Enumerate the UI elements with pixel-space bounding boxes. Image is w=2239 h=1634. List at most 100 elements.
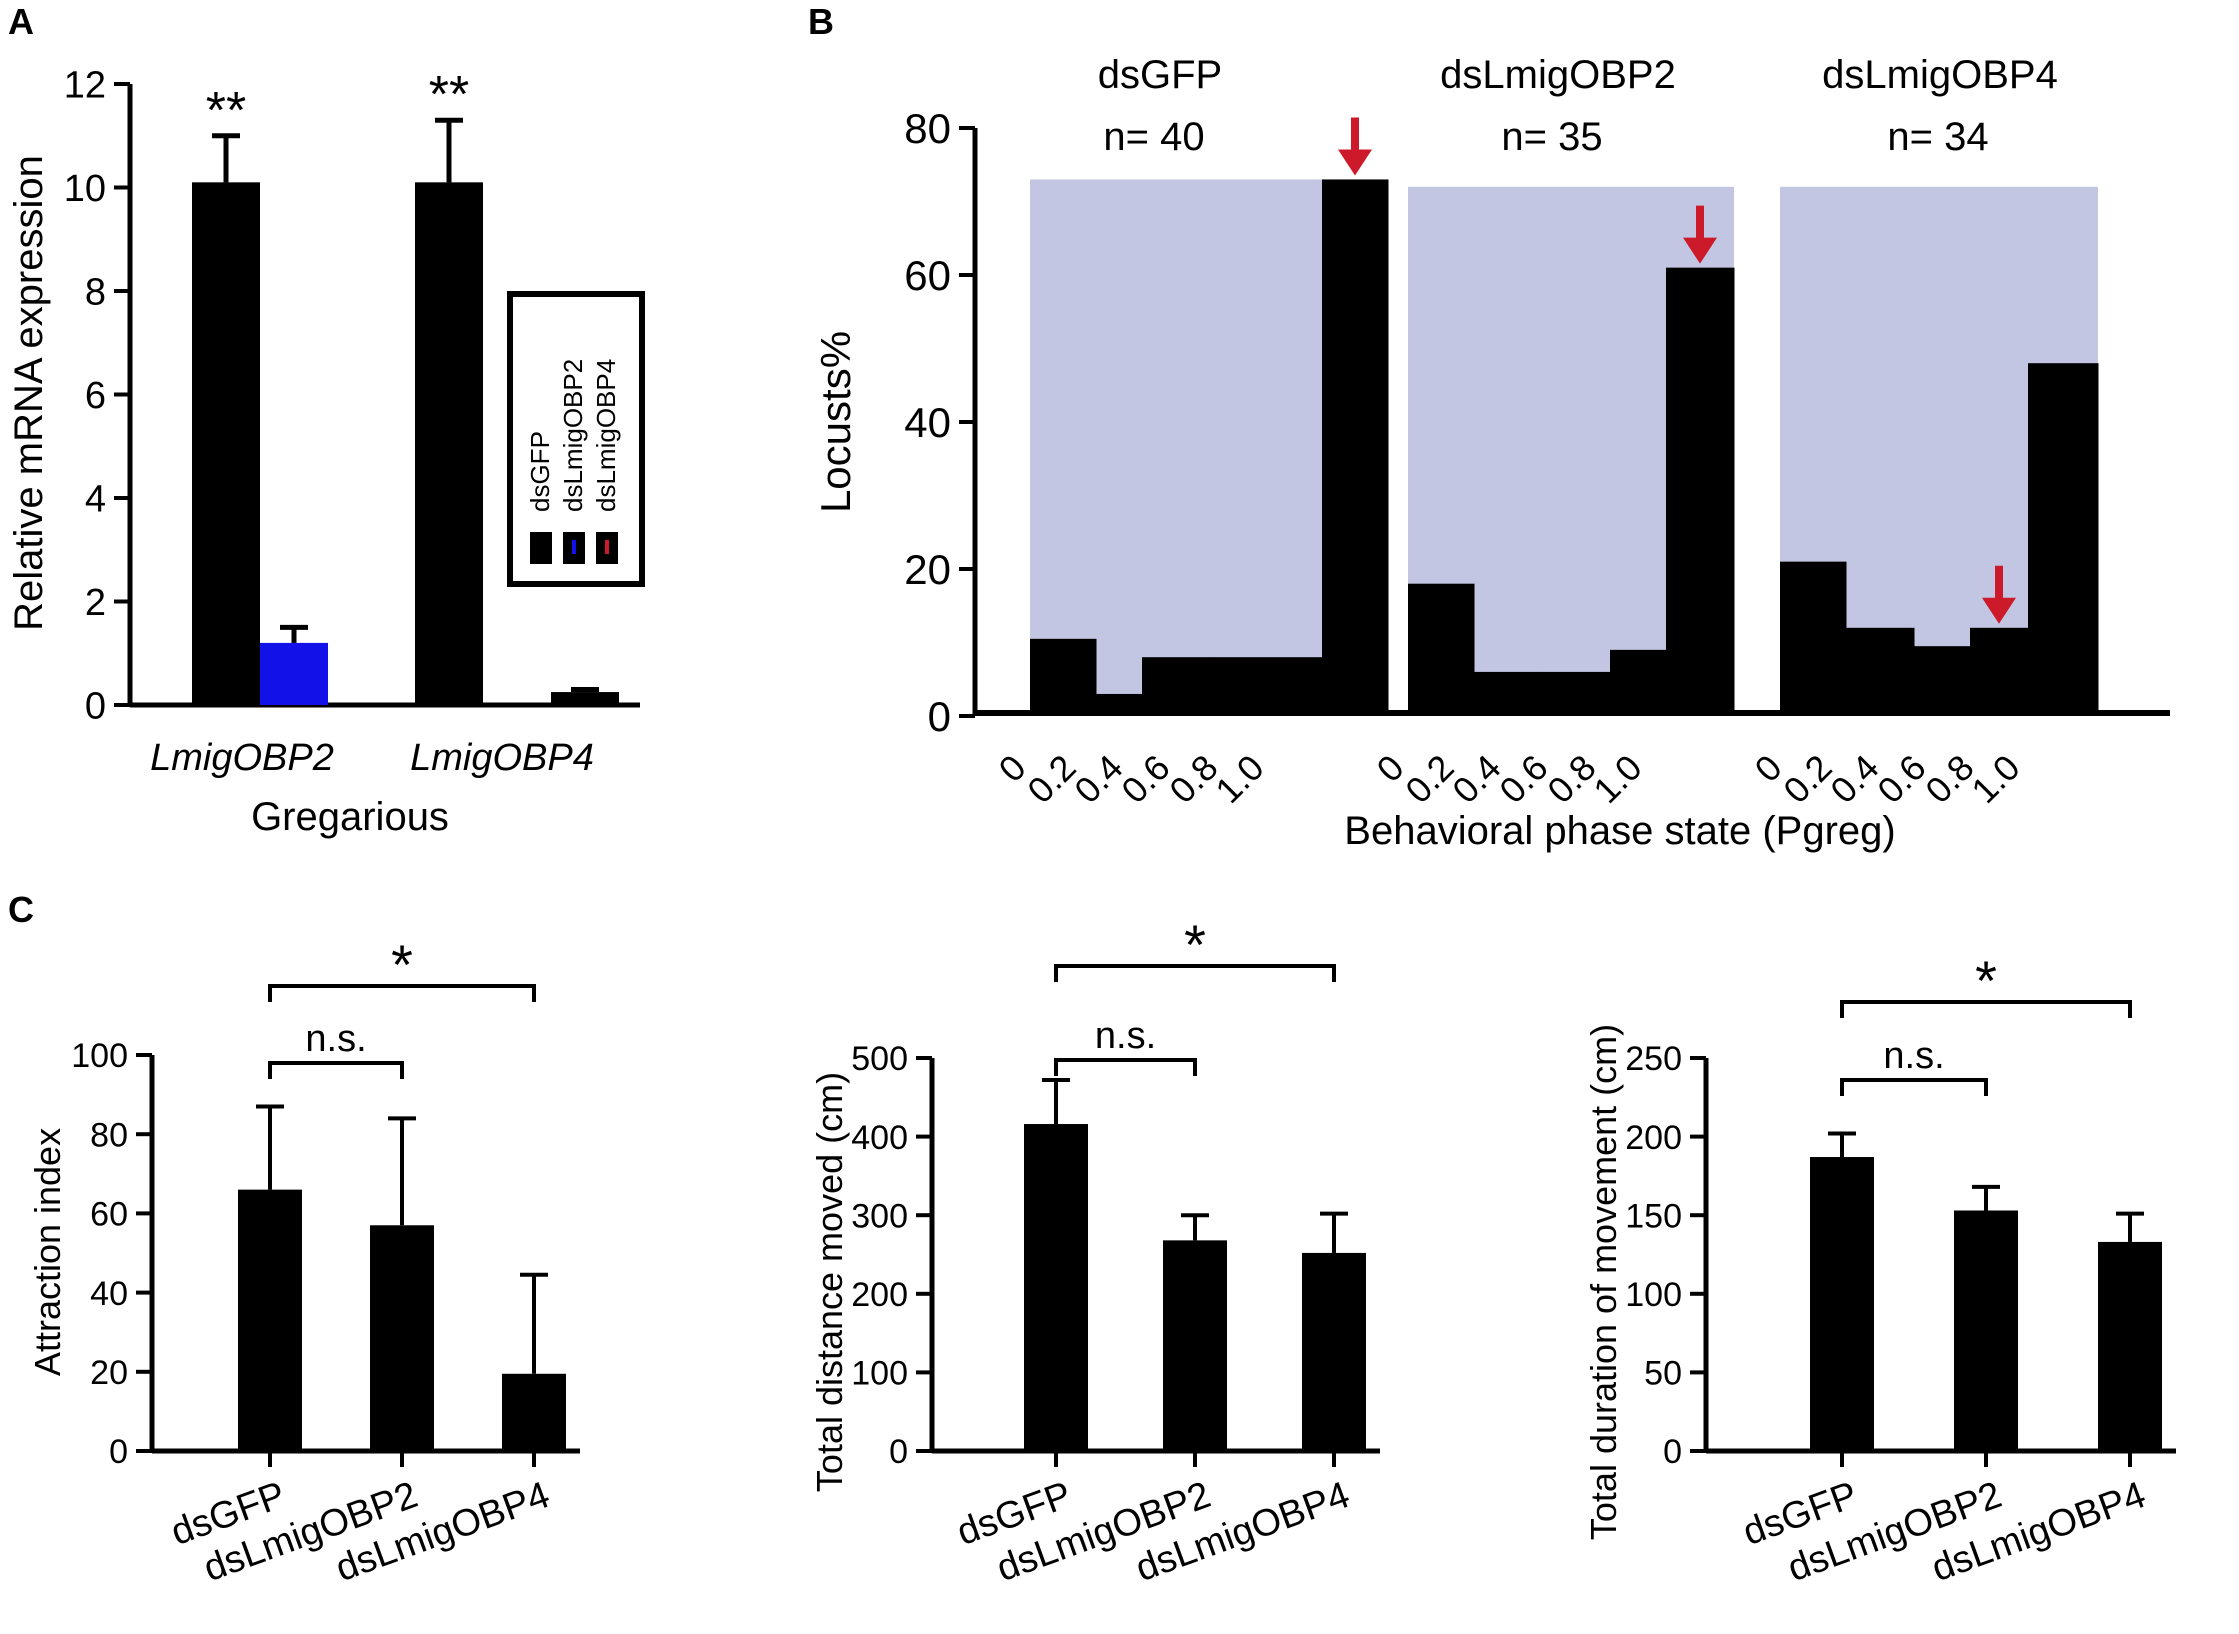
panel-c2-bracket-n-s- — [1054, 1058, 1197, 1076]
panel-b-bar-dslmigobp2-bin-2 — [1542, 671, 1611, 716]
panel-b-histogram-bars — [975, 179, 2170, 716]
panel-b-y-axis-title: Locusts% — [812, 331, 859, 513]
panel-c3-bracket-star — [1840, 1000, 2132, 1018]
panel-b-n-label-dsgfp: n= 40 — [1103, 115, 1204, 159]
panel-c2-y-tick-label-200: 200 — [851, 1276, 908, 1314]
panel-b-bar-dslmigobp2-bin-4 — [1666, 267, 1735, 716]
panel-b-bar-dslmigobp2-bin-0 — [1408, 583, 1475, 716]
panel-b-shaded-regions — [1030, 179, 2098, 717]
panel-c3-y-tick-label-150: 150 — [1625, 1197, 1682, 1235]
panel-a-category-label-lmigobp4: LmigOBP4 — [410, 737, 594, 779]
panel-b-y-axis: 0 20 40 60 80 — [904, 105, 978, 740]
panel-b-arrow-head-dslmigobp4 — [1982, 597, 2016, 624]
panel-b-chart: B 0 20 40 60 80 00.20.40.60.81.0 00.20.40.60.… — [808, 1, 2170, 853]
panel-c1-bracket-n-s- — [268, 1061, 404, 1079]
panel-b-bar-dslmigobp4-bin-0 — [1780, 561, 1847, 716]
panel-a-bar-lmigobp4-dsgfp — [415, 182, 483, 705]
legend-label-dslmigobp4: dsLmigOBP4 — [591, 359, 621, 512]
panel-c3-significance-brackets: n.s. * — [1840, 949, 2132, 1096]
panel-c3-bar-dslmigobp2 — [1954, 1210, 2018, 1451]
legend-swatch-dsgfp — [530, 532, 552, 564]
panel-c1-y-tick-label-0: 0 — [109, 1433, 128, 1471]
panel-c2-y-tick-label-300: 300 — [851, 1197, 908, 1235]
panel-b-x-tick-labels: 00.20.40.60.81.0 00.20.40.60.81.0 00.20.40… — [991, 747, 2028, 811]
panel-b-arrow-head-dsgfp — [1338, 149, 1372, 176]
panel-b-bar-dslmigobp2-bin-1 — [1474, 671, 1543, 716]
panel-c1-bracket-label-ns: n.s. — [305, 1018, 366, 1060]
panel-c1-bar-dslmigobp4 — [502, 1373, 566, 1451]
panel-a-chart: A 0 2 4 6 8 10 12 ** ** LmigOBP2 LmigOBP4 Grega… — [7, 1, 645, 839]
panel-c3-y-tick-label-250: 250 — [1625, 1040, 1682, 1078]
panel-c1-bars — [152, 1104, 580, 1467]
panel-b-bar-dslmigobp4-bin-2 — [1914, 646, 1971, 716]
panel-c2-bar-dslmigobp2 — [1163, 1240, 1227, 1451]
panel-a-letter: A — [8, 1, 34, 42]
panel-c1-bracket-star — [268, 984, 536, 1002]
panel-b-group-label-dslmigobp4: dsLmigOBP4 — [1822, 53, 2058, 97]
panel-b-bar-dslmigobp2-bin-3 — [1610, 649, 1667, 716]
panel-c3-y-tick-label-0: 0 — [1663, 1433, 1682, 1471]
panel-b-bar-dsgfp-bin-3 — [1210, 657, 1323, 716]
panel-b-arrow-head-dslmigobp2 — [1683, 237, 1717, 264]
legend-swatch-blue-mark — [572, 540, 576, 554]
panel-c2-y-tick-label-100: 100 — [851, 1355, 908, 1393]
panel-b-bar-dslmigobp4-bin-4 — [2028, 363, 2099, 716]
panel-c2-bracket-label-ns: n.s. — [1095, 1015, 1156, 1057]
panel-a-y-tick-label-6: 6 — [85, 375, 106, 417]
panel-a-bar-lmigobp4-dslmigobp4 — [551, 692, 619, 705]
panel-c3-y-tick-label-50: 50 — [1644, 1355, 1682, 1393]
panel-c3-y-axis-title: Total duration of movement (cm) — [1583, 1024, 1624, 1540]
panel-c3-y-tick-label-200: 200 — [1625, 1119, 1682, 1157]
legend-label-dsgfp: dsGFP — [525, 431, 555, 512]
panel-a-legend: dsGFP dsLmigOBP2 dsLmigOBP4 — [507, 291, 645, 587]
panel-a-y-tick-label-10: 10 — [64, 168, 106, 210]
panel-b-bar-dslmigobp4-bin-3 — [1970, 627, 2029, 716]
panel-c2-y-tick-label-500: 500 — [851, 1040, 908, 1078]
panel-c1-significance-brackets: n.s. * — [268, 933, 536, 1079]
panel-a-y-tick-label-2: 2 — [85, 582, 106, 624]
panel-a-bar-lmigobp2-dsgfp — [192, 182, 260, 705]
panel-b-y-tick-label-20: 20 — [904, 546, 951, 593]
panel-c1-y-tick-label-100: 100 — [71, 1037, 128, 1075]
panel-c2-bars — [932, 1078, 1380, 1467]
panel-c3-bracket-label-ns: n.s. — [1883, 1035, 1944, 1077]
legend-label-dslmigobp2: dsLmigOBP2 — [558, 359, 588, 512]
panel-c1-y-tick-label-20: 20 — [90, 1354, 128, 1392]
panel-c2-bracket-star — [1054, 964, 1336, 982]
panel-a-x-axis-title: Gregarious — [251, 795, 449, 839]
panel-c1-bar-dsgfp — [238, 1189, 302, 1451]
panel-b-y-tick-label-0: 0 — [928, 693, 951, 740]
panel-c2-bar-dsgfp — [1024, 1124, 1088, 1451]
panel-b-baseline — [975, 710, 2170, 716]
panel-c3-y-axis: 0 50 100 150 200 250 — [1625, 1040, 1709, 1471]
legend-swatch-red-mark — [605, 540, 609, 554]
panel-b-y-tick-label-60: 60 — [904, 252, 951, 299]
panel-a-bar-lmigobp2-dslmigobp2 — [260, 642, 328, 705]
panel-b-x-axis-title: Behavioral phase state (Pgreg) — [1344, 809, 1895, 853]
panel-c2-y-tick-label-400: 400 — [851, 1119, 908, 1157]
panel-c2-y-tick-label-0: 0 — [889, 1433, 908, 1471]
panel-c2-y-axis: 0 100 200 300 400 500 — [851, 1040, 935, 1471]
panel-c3-bracket-n-s- — [1840, 1078, 1988, 1096]
panel-c3-bars — [1706, 1131, 2176, 1467]
panel-c2-bar-dslmigobp4 — [1302, 1252, 1366, 1451]
panel-c2-bracket-label-star: * — [1184, 913, 1206, 976]
panel-b-arrows — [1338, 117, 2016, 624]
panel-c1-y-tick-label-80: 80 — [90, 1116, 128, 1154]
panel-b-letter: B — [808, 1, 834, 42]
panel-c-letter: C — [8, 889, 34, 930]
panel-c3-bar-dsgfp — [1810, 1157, 1874, 1451]
panel-c1-bracket-label-star: * — [391, 933, 413, 996]
panel-a-significance-lmigobp2: ** — [206, 82, 246, 140]
panel-c1-y-tick-label-40: 40 — [90, 1275, 128, 1313]
panel-a-category-label-lmigobp2: LmigOBP2 — [150, 737, 334, 779]
panel-c3-y-tick-label-100: 100 — [1625, 1276, 1682, 1314]
panel-c-total-distance-chart: 0 100 200 300 400 500 n.s. * dsGFPdsLmigOBP2ds… — [809, 913, 1380, 1590]
panel-c1-bar-dslmigobp2 — [370, 1225, 434, 1451]
panel-c1-y-axis-title: Attraction index — [27, 1128, 68, 1376]
panel-b-group-label-dslmigobp2: dsLmigOBP2 — [1440, 53, 1676, 97]
